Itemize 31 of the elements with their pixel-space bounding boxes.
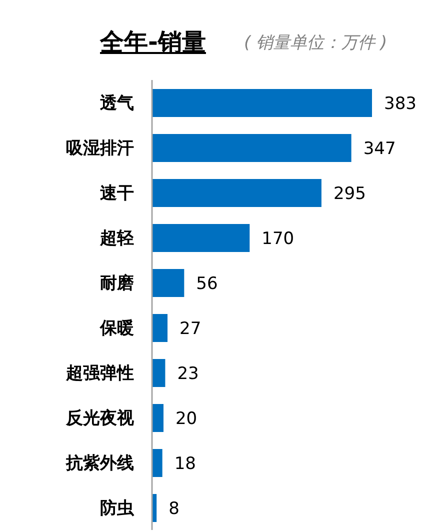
y-tick-label: 抗紫外线	[65, 454, 134, 474]
y-tick-label: 透气	[99, 94, 134, 114]
data-label: 347	[363, 139, 396, 160]
bar	[152, 134, 352, 162]
y-tick-label: 保暖	[99, 318, 134, 339]
data-label: 56	[196, 274, 218, 294]
bar	[152, 89, 372, 117]
bar	[152, 314, 168, 342]
chart-title: 全年-销量	[100, 27, 206, 58]
data-label: 170	[262, 229, 294, 250]
y-tick-label: 耐磨	[100, 274, 135, 294]
y-tick-label: 防虫	[100, 498, 135, 519]
bar	[152, 404, 164, 432]
bar	[152, 224, 250, 252]
bar	[152, 449, 162, 477]
bar	[152, 269, 184, 297]
data-label: 20	[175, 409, 198, 430]
y-tick-label: 超强弹性	[65, 364, 134, 384]
data-label: 295	[333, 184, 366, 204]
y-tick-label: 超轻	[99, 228, 134, 249]
data-label: 383	[384, 94, 416, 114]
bar	[152, 179, 322, 207]
data-label: 27	[180, 319, 202, 340]
data-label: 18	[174, 454, 196, 474]
y-tick-label: 反光夜视	[65, 408, 135, 429]
y-tick-label: 速干	[100, 184, 134, 204]
data-label: 8	[168, 499, 180, 520]
bar	[152, 359, 166, 387]
y-tick-label: 吸湿排汗	[66, 138, 134, 159]
chart-subtitle: ( 销量单位：万件 )	[244, 32, 388, 54]
data-label: 23	[177, 364, 199, 384]
